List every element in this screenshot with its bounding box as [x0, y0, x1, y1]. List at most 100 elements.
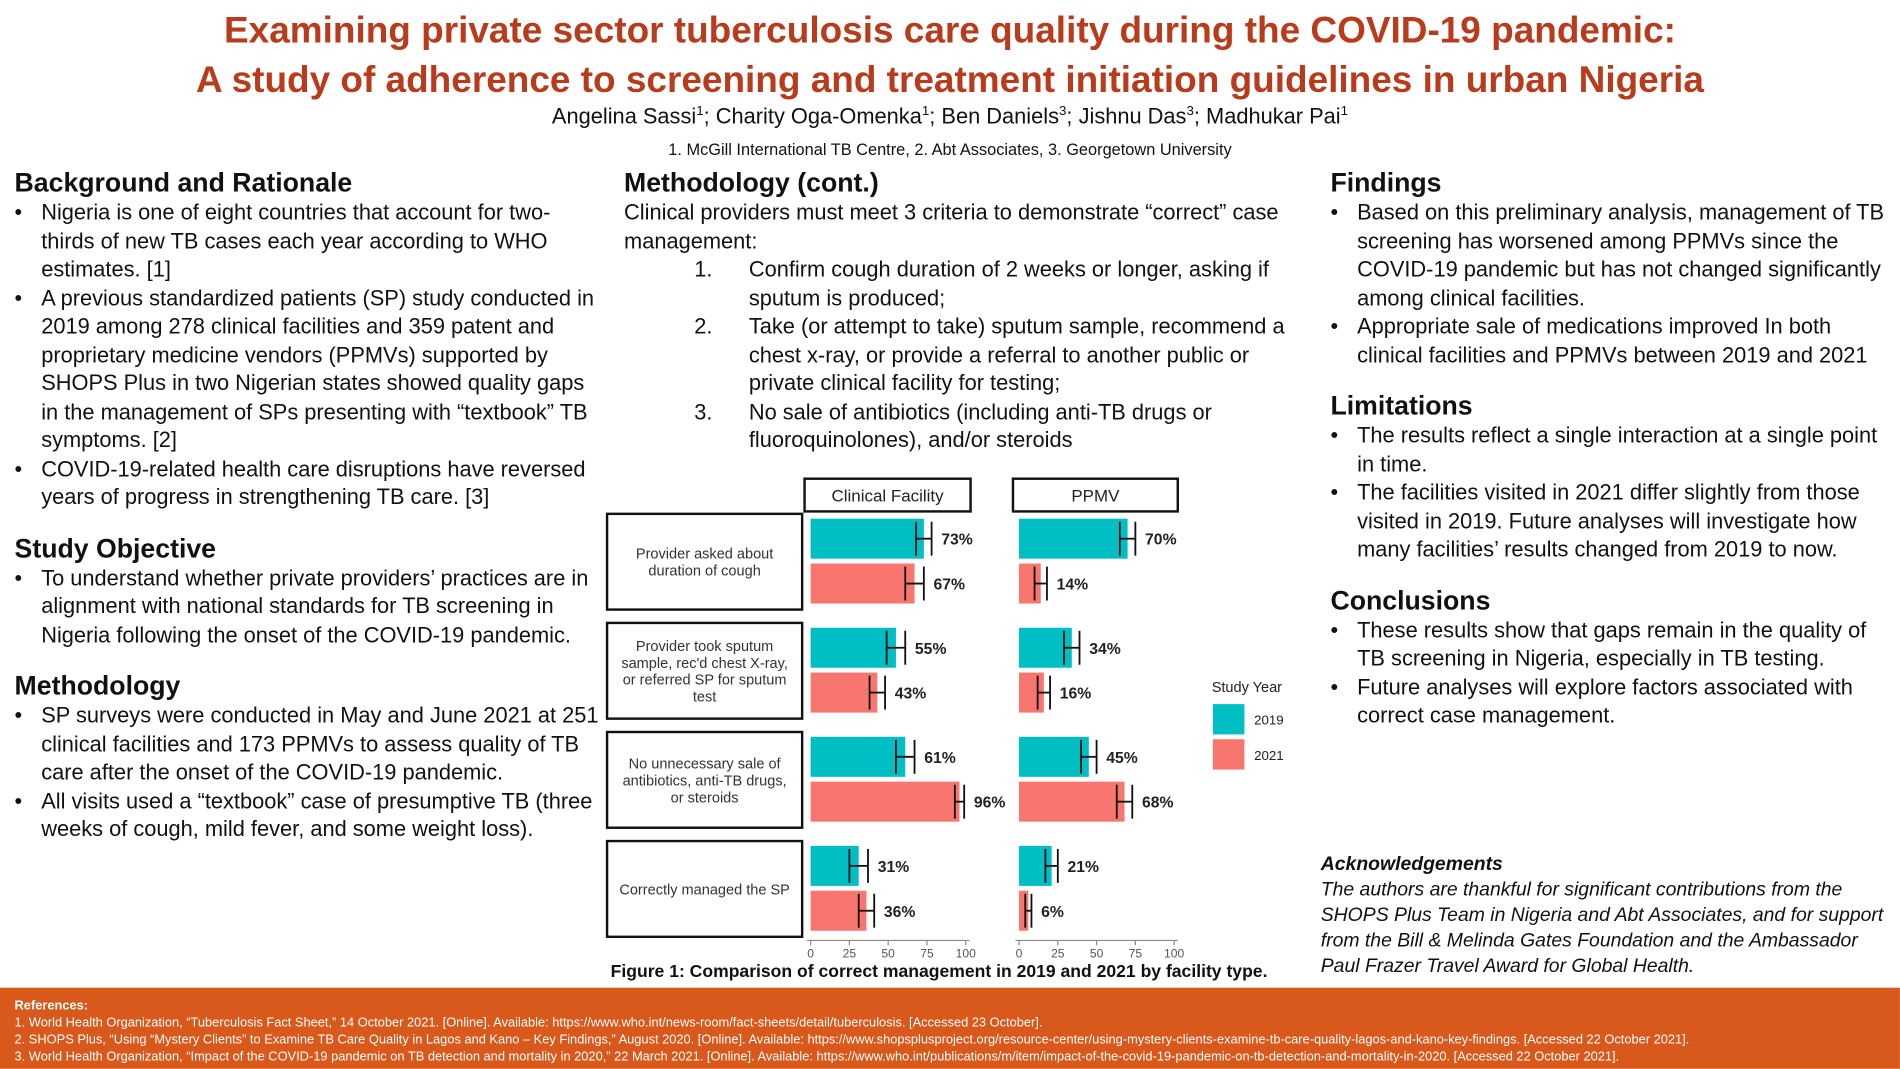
affiliations: 1. McGill International TB Centre, 2. Ab… — [668, 140, 1232, 159]
title-line: Examining private sector tuberculosis ca… — [223, 9, 1676, 51]
bullet: SP surveys were conducted in May and Jun… — [15, 702, 599, 787]
numbered-item: 2. Take (or attempt to take) sputum sampl… — [624, 313, 1303, 398]
value-label: 45% — [1106, 750, 1138, 767]
authors: Angelina Sassi1; Charity Oga-Omenka1; Be… — [0, 104, 1900, 129]
error-bar — [885, 630, 907, 665]
author-affil: 3 — [1186, 104, 1194, 119]
error-bar — [904, 566, 925, 601]
bar — [1019, 781, 1125, 822]
bullet-list: These results show that gaps remain in t… — [1330, 616, 1890, 730]
value-label: 21% — [1068, 859, 1100, 876]
x-tick-label: 0 — [1016, 946, 1023, 960]
bar — [810, 563, 915, 604]
error-bar — [1033, 566, 1048, 601]
section-heading: Conclusions — [1330, 584, 1491, 616]
bar — [810, 627, 896, 668]
ack-heading: Acknowledgements — [1320, 854, 1503, 875]
value-label: 34% — [1089, 641, 1121, 658]
error-bar — [1118, 521, 1137, 556]
figure-caption: Figure 1: Comparison of correct manageme… — [611, 961, 1268, 981]
left-column: Background and RationaleNigeria is one o… — [15, 168, 599, 865]
author-name: Jishnu Das — [1078, 104, 1187, 129]
author-affil: 1 — [921, 104, 930, 119]
category-label-box: Provider asked about duration of cough — [636, 545, 773, 579]
bullet: COVID-19-related health care disruptions… — [15, 455, 599, 512]
error-bar — [1044, 848, 1059, 883]
value-label: 16% — [1060, 686, 1092, 703]
section-heading: Methodology (cont.) — [624, 167, 879, 198]
item-text: Take (or attempt to take) sputum sample,… — [748, 313, 1285, 396]
value-label: 67% — [934, 577, 966, 594]
limitations: LimitationsThe results reflect a single … — [1330, 391, 1890, 564]
title-line: A study of adherence to screening and tr… — [195, 59, 1704, 101]
value-label: 61% — [924, 750, 956, 767]
conclusions: ConclusionsThese results show that gaps … — [1330, 584, 1890, 730]
bar — [1019, 627, 1072, 668]
author-name: Madhukar Pai — [1206, 104, 1341, 129]
bar — [1019, 890, 1029, 931]
author-name: Charity Oga-Omenka — [715, 104, 922, 129]
section-heading: Study Objective — [14, 532, 217, 563]
section-heading: Background and Rationale — [14, 167, 353, 198]
author: Madhukar Pai1 — [1206, 104, 1348, 128]
value-label: 14% — [1057, 577, 1089, 594]
numbered-item: 1. Confirm cough duration of 2 weeks or l… — [624, 256, 1303, 313]
legend-title: Study Year — [1212, 680, 1282, 696]
findings: FindingsBased on this preliminary analys… — [1330, 168, 1890, 369]
author-affil: 3 — [1059, 104, 1067, 119]
x-tick-label: 75 — [1129, 946, 1143, 960]
item-number: 2. — [694, 313, 713, 339]
bullet: A previous standardized patients (SP) st… — [15, 284, 599, 455]
bullet: All visits used a “textbook” case of pre… — [15, 787, 599, 844]
value-label: 36% — [884, 904, 916, 921]
error-bar — [953, 784, 966, 819]
right-column: FindingsBased on this preliminary analys… — [1330, 168, 1890, 752]
error-bar — [895, 739, 916, 774]
bullet: Nigeria is one of eight countries that a… — [15, 199, 599, 284]
category-label: Correctly managed the SP — [619, 880, 790, 898]
objective: Study ObjectiveTo understand whether pri… — [14, 532, 599, 650]
error-bar — [1036, 675, 1051, 710]
x-tick-label: 100 — [1164, 946, 1184, 960]
x-tick-label: 25 — [1051, 946, 1065, 960]
bullet: Future analyses will explore factors ass… — [1330, 673, 1890, 730]
bullet: The results reflect a single interaction… — [1330, 422, 1890, 479]
x-tick-label: 50 — [881, 946, 895, 960]
bar — [810, 736, 906, 777]
bar — [1019, 518, 1128, 559]
category-label: No unnecessary sale of antibiotics, anti… — [622, 754, 787, 806]
value-label: 96% — [974, 795, 1006, 812]
category-label-box: No unnecessary sale of antibiotics, anti… — [622, 754, 787, 806]
category-label-box: Correctly managed the SP — [619, 880, 790, 898]
bullet-list: SP surveys were conducted in May and Jun… — [15, 702, 599, 844]
author: Jishnu Das3; — [1078, 104, 1207, 129]
methodology-cont: Methodology (cont.) Clinical providers mu… — [624, 168, 1303, 455]
category-box — [605, 621, 804, 720]
bullet: Based on this preliminary analysis, mana… — [1330, 199, 1890, 313]
bullet: Appropriate sale of medications improved… — [1330, 313, 1890, 370]
category-label: Provider took sputum sample, rec'd chest… — [621, 636, 788, 705]
value-label: 70% — [1145, 532, 1177, 549]
section-heading: Findings — [1330, 167, 1442, 198]
x-tick-label: 0 — [807, 946, 814, 960]
facet-box — [1011, 477, 1179, 513]
item-number: 1. — [694, 256, 713, 282]
category-box — [605, 839, 804, 939]
bar — [810, 518, 924, 559]
error-bar — [1115, 784, 1134, 819]
author-affil: 1 — [696, 104, 704, 119]
bullet: To understand whether private providers’… — [15, 564, 599, 649]
category-box — [605, 512, 804, 611]
section-heading: Methodology — [14, 670, 181, 701]
legend-label: 2019 — [1254, 713, 1284, 728]
bullet-list: Based on this preliminary analysis, mana… — [1330, 199, 1890, 370]
facet-box — [803, 477, 972, 513]
bullet: The facilities visited in 2021 differ sl… — [1330, 479, 1890, 564]
bar — [1019, 736, 1089, 777]
error-bar — [1080, 739, 1098, 774]
author: Angelina Sassi1; — [551, 104, 716, 129]
bullet-list: Nigeria is one of eight countries that a… — [15, 199, 599, 512]
author-affil: 1 — [1340, 104, 1349, 119]
